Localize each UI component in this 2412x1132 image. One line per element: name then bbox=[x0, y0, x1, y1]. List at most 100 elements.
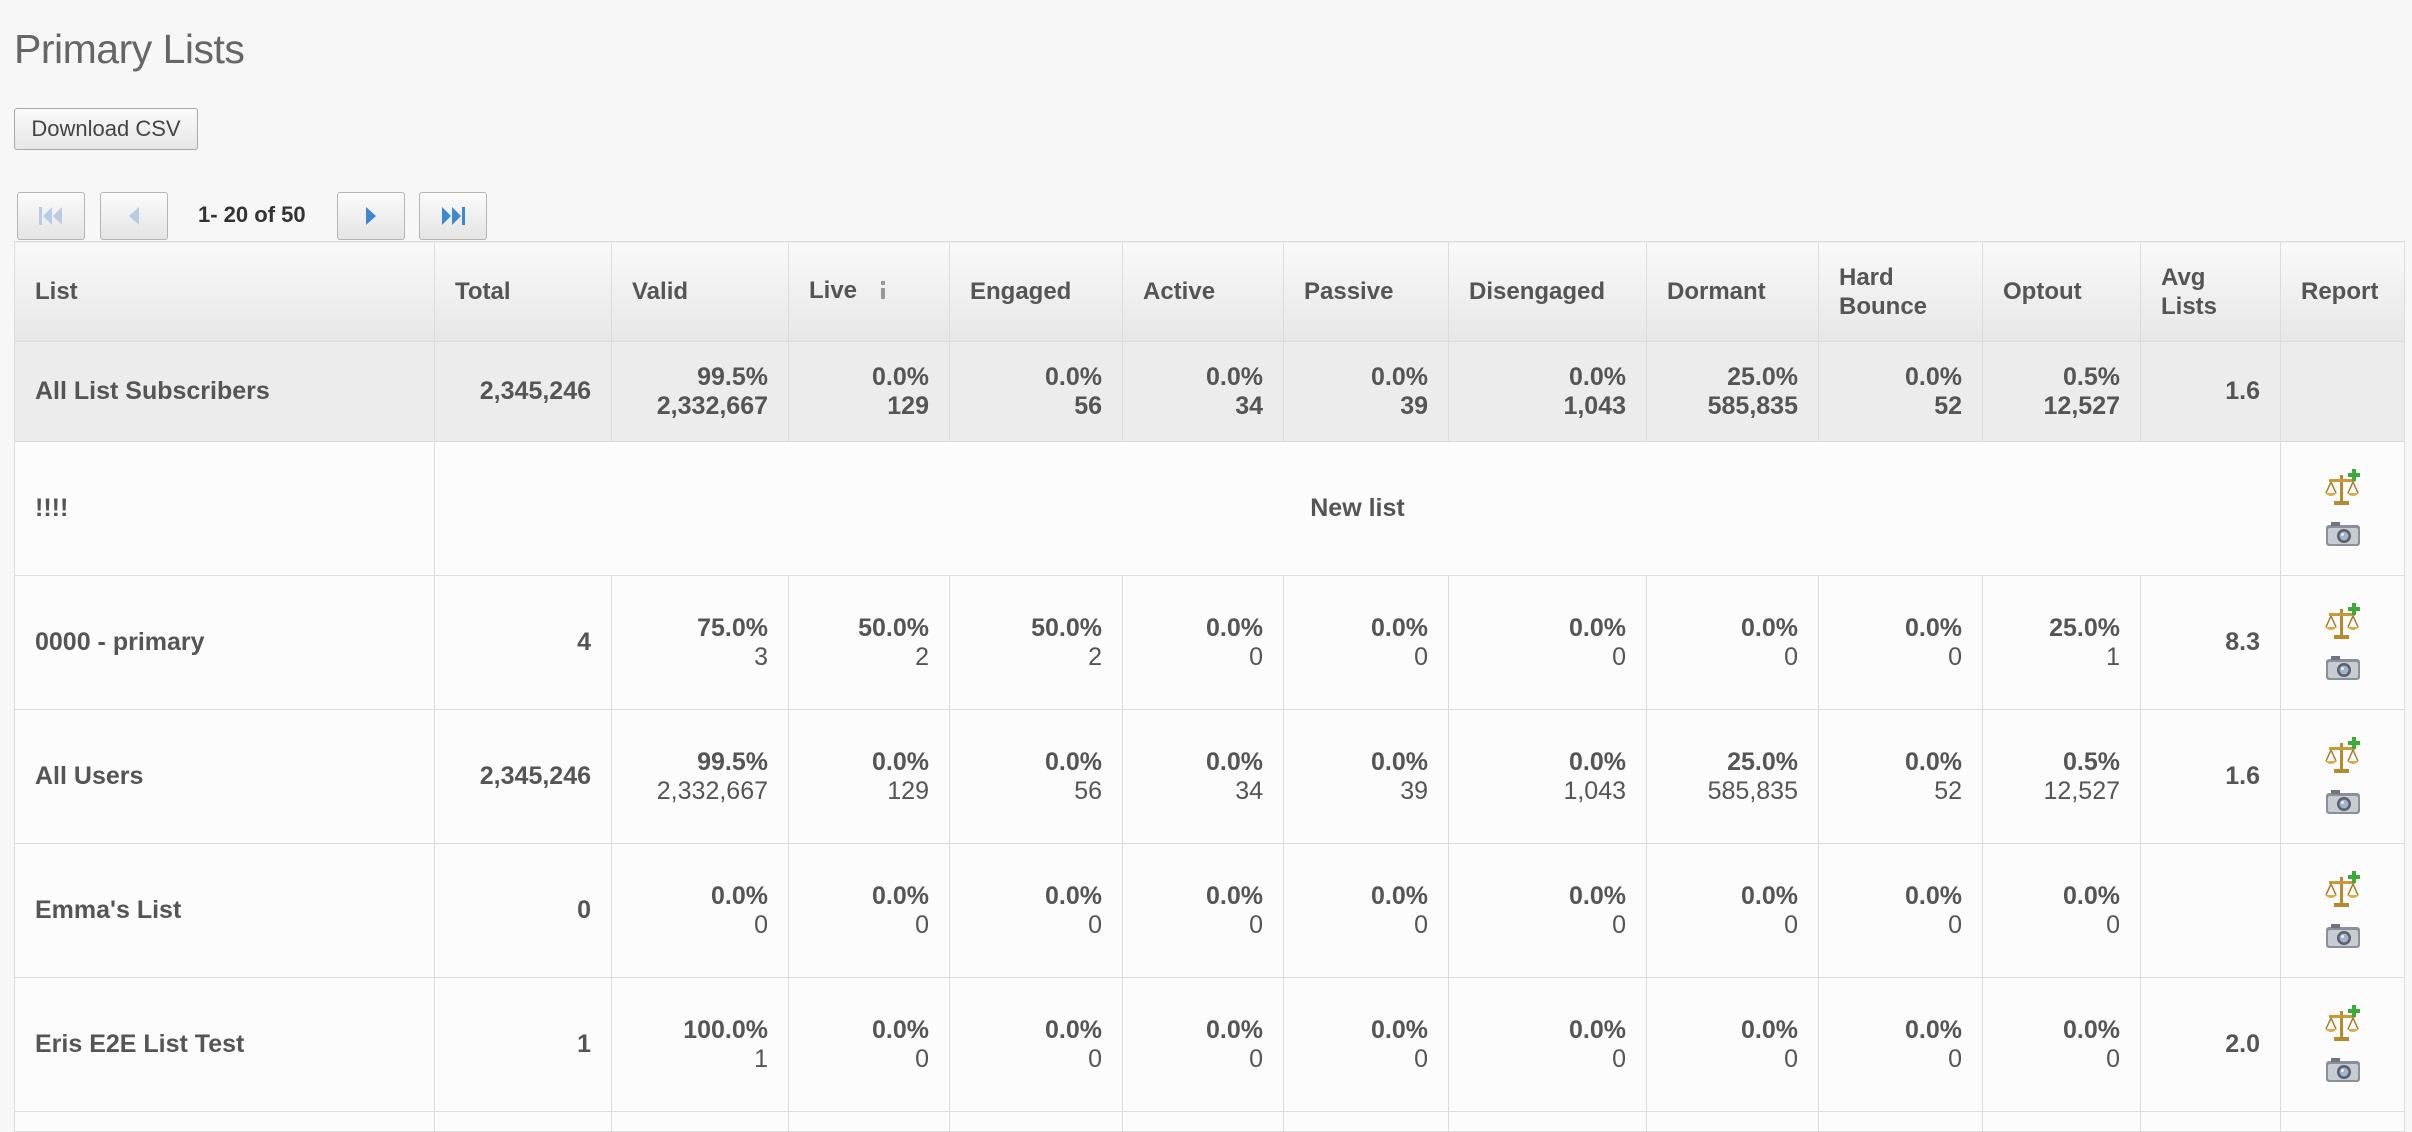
cell-percent: 0.0% bbox=[872, 362, 929, 391]
cell-count: 0 bbox=[1612, 1044, 1626, 1073]
snapshot-camera-icon[interactable] bbox=[2323, 653, 2363, 683]
compare-scales-add-icon[interactable] bbox=[2323, 736, 2363, 775]
column-header-total[interactable]: Total bbox=[434, 241, 612, 342]
cell-count: 0 bbox=[2106, 1044, 2120, 1073]
snapshot-camera-icon[interactable] bbox=[2323, 1055, 2363, 1085]
cell-count: 12,527 bbox=[2043, 391, 2120, 420]
cell-percent: 25.0% bbox=[1727, 362, 1798, 391]
cell-list-name[interactable]: All Users bbox=[14, 709, 435, 844]
compare-scales-add-icon[interactable] bbox=[2323, 602, 2363, 641]
cell-percent: 0.0% bbox=[1045, 881, 1102, 910]
cell-passive: 0.0% 0 bbox=[1283, 575, 1449, 710]
cell-percent: 99.5% bbox=[697, 362, 768, 391]
last-page-button[interactable] bbox=[419, 192, 487, 240]
cell-list-name[interactable]: !!!! bbox=[14, 441, 435, 576]
cell-count: 0 bbox=[1948, 642, 1962, 671]
cell-count: 0 bbox=[1088, 1044, 1102, 1073]
cell-avg-lists: 2.0 bbox=[2140, 977, 2281, 1112]
cell-count: 0 bbox=[1784, 1044, 1798, 1073]
cell-count: 52 bbox=[1934, 776, 1962, 805]
column-header-live[interactable]: Live bbox=[788, 241, 950, 342]
first-page-button[interactable] bbox=[17, 192, 85, 240]
cell-avg-lists: 8.3 bbox=[2140, 575, 2281, 710]
cell-engaged: 0.0% 0 bbox=[949, 843, 1123, 978]
cell-live: 0.0% 129 bbox=[788, 709, 950, 844]
cell-avg-lists: 1.6 bbox=[2140, 341, 2281, 442]
cell-active: 0.0% 0 bbox=[1122, 843, 1284, 978]
download-csv-button[interactable]: Download CSV bbox=[14, 108, 198, 150]
cell-percent: 0.0% bbox=[1206, 362, 1263, 391]
column-header-hard-bounce[interactable]: Hard Bounce bbox=[1818, 241, 1983, 342]
cell-report bbox=[2280, 843, 2405, 978]
column-header-dormant[interactable]: Dormant bbox=[1646, 241, 1819, 342]
snapshot-camera-icon[interactable] bbox=[2323, 519, 2363, 549]
cell-valid: 100.0% 1 bbox=[611, 977, 789, 1112]
column-header-disengaged[interactable]: Disengaged bbox=[1448, 241, 1647, 342]
cell-count: 12,527 bbox=[2043, 776, 2120, 805]
compare-scales-add-icon[interactable] bbox=[2323, 870, 2363, 909]
cell-count: 34 bbox=[1235, 776, 1263, 805]
table-row[interactable]: Emma's List 0 0.0% 0 0.0% 0 0.0% 0 0.0% 0 0.0% 0 0.0… bbox=[14, 843, 2405, 978]
cell-valid: 0.0% 0 bbox=[611, 843, 789, 978]
column-header-active[interactable]: Active bbox=[1122, 241, 1284, 342]
column-header-engaged[interactable]: Engaged bbox=[949, 241, 1123, 342]
cell-count: 0 bbox=[1784, 642, 1798, 671]
column-header-optout[interactable]: Optout bbox=[1982, 241, 2141, 342]
cell-passive: 0.0% 0 bbox=[1283, 977, 1449, 1112]
column-header-valid[interactable]: Valid bbox=[611, 241, 789, 342]
cell-percent: 0.0% bbox=[872, 747, 929, 776]
cell-count: 39 bbox=[1400, 776, 1428, 805]
table-header-row: List Total Valid Live Engaged Active Pas… bbox=[14, 241, 2405, 342]
cell-count: 2,332,667 bbox=[656, 391, 768, 420]
cell-percent: 0.0% bbox=[1569, 881, 1626, 910]
prev-page-button[interactable] bbox=[100, 192, 168, 240]
cell-count: 585,835 bbox=[1707, 391, 1798, 420]
compare-scales-add-icon[interactable] bbox=[2323, 1004, 2363, 1043]
table-row[interactable]: !!!! New list bbox=[14, 441, 2405, 576]
snapshot-camera-icon[interactable] bbox=[2323, 787, 2363, 817]
cell-count: 129 bbox=[887, 776, 929, 805]
cell-active: 0.0% 34 bbox=[1122, 341, 1284, 442]
cell-list-name[interactable]: 0000 - primary bbox=[14, 575, 435, 710]
cell-count: 0 bbox=[1249, 642, 1263, 671]
cell-count: 0 bbox=[1414, 642, 1428, 671]
table-row[interactable]: 0000 - primary 4 75.0% 3 50.0% 2 50.0% 2 0.0% 0 0.… bbox=[14, 575, 2405, 710]
cell-new-list-label: New list bbox=[434, 441, 2281, 576]
cell-live: 0.0% 0 bbox=[788, 843, 950, 978]
table-row[interactable]: Eris E2E List Test 1 100.0% 1 0.0% 0 0.0% 0 0.0%… bbox=[14, 977, 2405, 1112]
compare-scales-add-icon[interactable] bbox=[2323, 468, 2363, 507]
column-header-avg-lists[interactable]: Avg Lists bbox=[2140, 241, 2281, 342]
cell-count: 0 bbox=[1414, 910, 1428, 939]
cell-percent: 0.0% bbox=[1045, 362, 1102, 391]
cell-count: 0 bbox=[1784, 910, 1798, 939]
cell-list-name[interactable]: Eris E2E List Test bbox=[14, 977, 435, 1112]
cell-count: 0 bbox=[1249, 910, 1263, 939]
first-page-icon bbox=[39, 207, 62, 225]
cell-count: 0 bbox=[1948, 910, 1962, 939]
cell-percent: 25.0% bbox=[1727, 747, 1798, 776]
cell-optout: 0.0% 0 bbox=[1982, 843, 2141, 978]
cell-list-name[interactable]: Emma's List bbox=[14, 843, 435, 978]
info-icon[interactable] bbox=[879, 278, 887, 307]
table-row[interactable]: All Users 2,345,246 99.5% 2,332,667 0.0% 129 0… bbox=[14, 709, 2405, 844]
cell-count: 39 bbox=[1400, 391, 1428, 420]
cell-total: 4 bbox=[434, 575, 612, 710]
cell-dormant: 0.0% 0 bbox=[1646, 977, 1819, 1112]
cell-count: 2 bbox=[1088, 642, 1102, 671]
pagination-info: 1- 20 of 50 bbox=[198, 202, 306, 227]
cell-percent: 0.0% bbox=[872, 881, 929, 910]
column-header-passive[interactable]: Passive bbox=[1283, 241, 1449, 342]
next-page-button[interactable] bbox=[337, 192, 405, 240]
cell-count: 2,332,667 bbox=[656, 776, 768, 805]
snapshot-camera-icon[interactable] bbox=[2323, 921, 2363, 951]
column-header-list[interactable]: List bbox=[14, 241, 435, 342]
cell-hard-bounce: 0.0% 0 bbox=[1818, 843, 1983, 978]
cell-passive: 0.0% 0 bbox=[1283, 843, 1449, 978]
cell-count: 0 bbox=[1948, 1044, 1962, 1073]
prev-page-icon bbox=[129, 207, 139, 225]
cell-percent: 0.0% bbox=[1206, 881, 1263, 910]
column-header-live-label: Live bbox=[809, 277, 858, 305]
cell-percent: 0.0% bbox=[711, 881, 768, 910]
cell-hard-bounce: 0.0% 0 bbox=[1818, 575, 1983, 710]
cell-dormant: 0.0% 0 bbox=[1646, 575, 1819, 710]
